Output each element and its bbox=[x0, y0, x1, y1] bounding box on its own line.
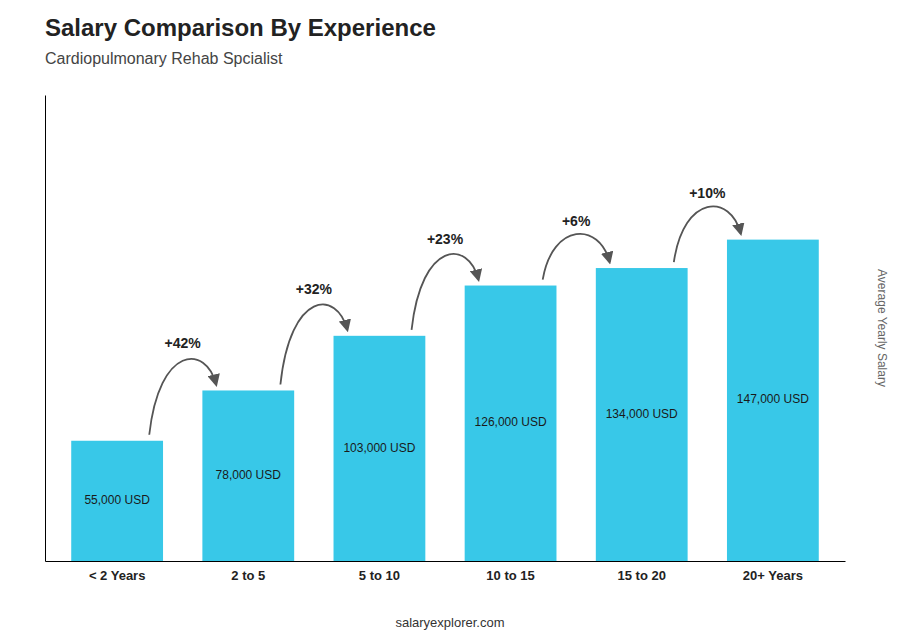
chart: < 2 Years 2 to 5 5 to 10 10 to 15 15 to 20 20… bbox=[0, 0, 900, 641]
change-label: +23% bbox=[427, 231, 464, 247]
x-tick-label: 5 to 10 bbox=[359, 568, 400, 583]
change-annotations: +42% +32% +23% +6% +10% bbox=[149, 185, 740, 435]
title: Salary Comparison By Experience bbox=[45, 14, 436, 41]
data-label: 55,000 USD bbox=[84, 493, 150, 507]
bar bbox=[71, 441, 163, 561]
x-tick: 5 to 10 bbox=[359, 568, 400, 583]
change-arrow bbox=[149, 359, 216, 435]
x-tick-label: 10 to 15 bbox=[486, 568, 534, 583]
x-tick: 15 to 20 bbox=[618, 568, 666, 583]
plot: < 2 Years 2 to 5 5 to 10 10 to 15 15 to 20 20… bbox=[46, 96, 846, 584]
x-axis-line bbox=[46, 561, 846, 562]
x-tick-label: < 2 Years bbox=[89, 568, 146, 583]
change-arrow bbox=[280, 305, 347, 385]
change-arrow bbox=[412, 254, 479, 330]
data-labels: 55,000 USD 78,000 USD 103,000 USD 126,000 U… bbox=[84, 392, 809, 507]
x-tick-label: 20+ Years bbox=[743, 568, 803, 583]
change-arrow bbox=[674, 206, 741, 262]
bar bbox=[727, 240, 819, 561]
bars bbox=[71, 240, 819, 561]
subtitle: Cardiopulmonary Rehab Spcialist bbox=[45, 50, 283, 67]
bar bbox=[334, 336, 426, 561]
change-label: +10% bbox=[689, 185, 726, 201]
data-label: 126,000 USD bbox=[475, 415, 547, 429]
data-label: 147,000 USD bbox=[737, 392, 809, 406]
x-tick-label: 2 to 5 bbox=[231, 568, 265, 583]
y-axis-line bbox=[45, 96, 46, 562]
bar bbox=[465, 286, 557, 561]
y-axis bbox=[45, 96, 46, 562]
x-tick-label: 15 to 20 bbox=[618, 568, 666, 583]
y-label: Average Yearly Salary bbox=[875, 269, 889, 387]
x-tick: 10 to 15 bbox=[486, 568, 534, 583]
x-axis: < 2 Years 2 to 5 5 to 10 10 to 15 15 to 20 20… bbox=[46, 562, 846, 584]
change-label: +32% bbox=[296, 281, 333, 297]
footer: salaryexplorer.com bbox=[395, 615, 504, 630]
bar bbox=[202, 390, 294, 561]
x-tick: < 2 Years bbox=[89, 568, 146, 583]
data-label: 103,000 USD bbox=[343, 441, 415, 455]
data-label: 134,000 USD bbox=[606, 407, 678, 421]
x-tick: 2 to 5 bbox=[231, 568, 265, 583]
x-tick: 20+ Years bbox=[743, 568, 803, 583]
change-label: +42% bbox=[165, 335, 202, 351]
change-label: +6% bbox=[562, 213, 591, 229]
data-label: 78,000 USD bbox=[216, 468, 282, 482]
change-arrow bbox=[543, 234, 610, 280]
bar bbox=[596, 268, 688, 561]
